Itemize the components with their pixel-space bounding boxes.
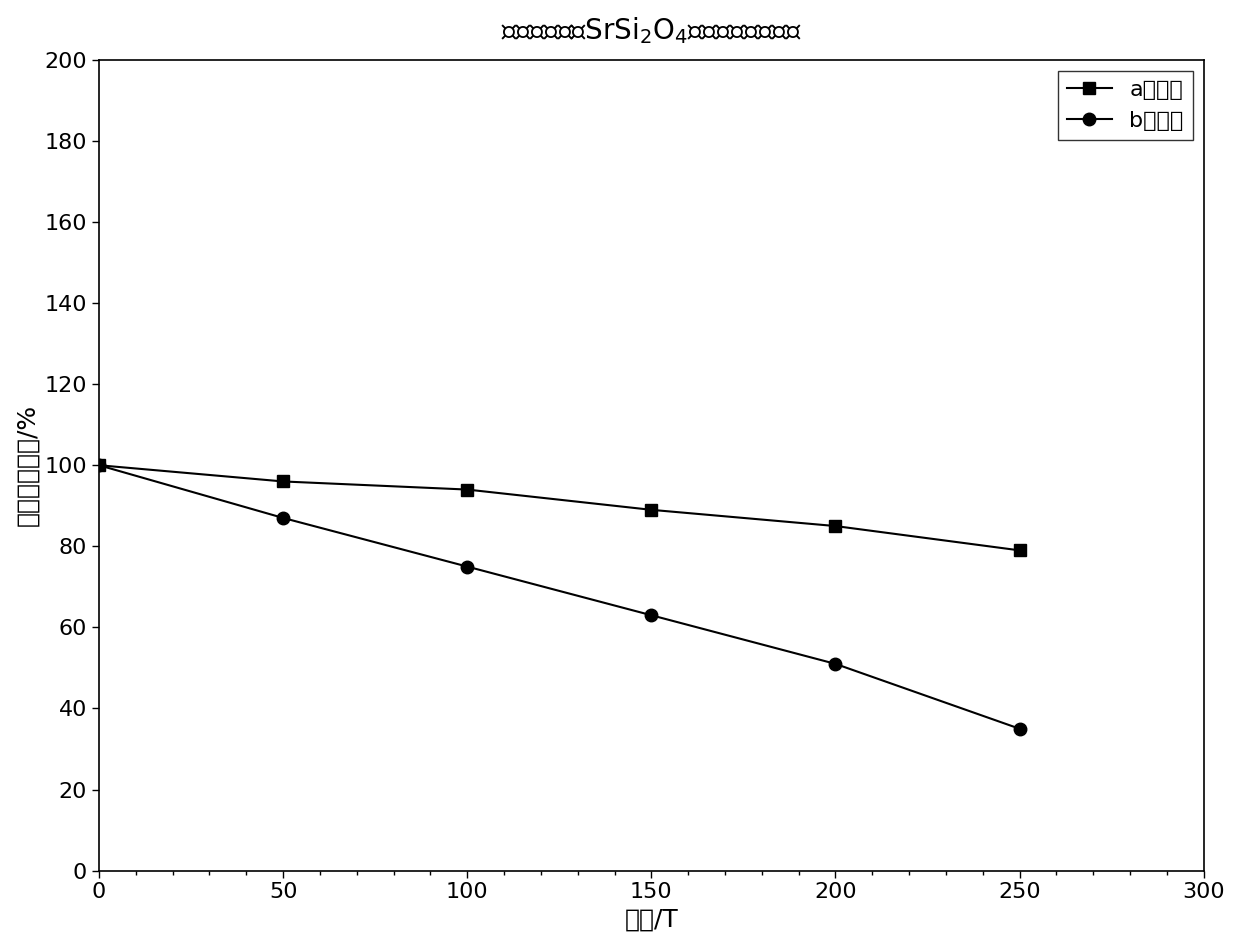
Y-axis label: 相对发光强度/%: 相对发光强度/% [15,404,38,527]
Legend: a包膜后, b未包膜: a包膜后, b未包膜 [1058,71,1193,140]
X-axis label: 温度/T: 温度/T [625,908,678,932]
Title: 硅酸盐荧光粉SrSi$_2$O$_4$热依赖光谱对比图: 硅酸盐荧光粉SrSi$_2$O$_4$热依赖光谱对比图 [501,15,801,45]
